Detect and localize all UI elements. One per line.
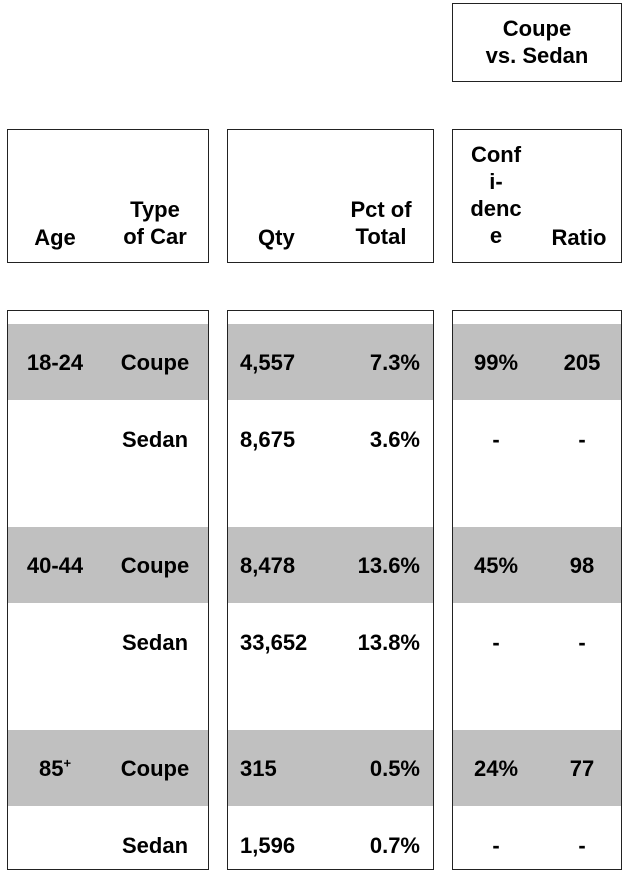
row-band xyxy=(453,324,621,400)
cell-confidence: 24% xyxy=(473,755,519,781)
cell-type: Sedan xyxy=(121,832,189,858)
column-header-pct-line-1: Pct of xyxy=(350,197,412,222)
header-box-left xyxy=(7,129,209,263)
group-header-line-1: Coupe xyxy=(502,16,572,41)
cell-pct: 0.7% xyxy=(369,832,420,858)
cell-pct: 0.5% xyxy=(369,755,420,781)
cell-pct: 13.8% xyxy=(357,629,420,655)
body-box-left xyxy=(7,310,209,870)
column-header-age: Age xyxy=(34,225,76,250)
row-band xyxy=(228,324,433,400)
column-header-type-line-2: of Car xyxy=(123,224,187,249)
column-header-type-line-1: Type xyxy=(130,197,180,222)
header-box-middle xyxy=(227,129,434,263)
cell-age: 85+ xyxy=(38,755,72,781)
cell-type: Sedan xyxy=(121,629,189,655)
row-band xyxy=(228,527,433,603)
cell-ratio: 98 xyxy=(569,552,595,578)
cell-confidence: 99% xyxy=(473,349,519,375)
cell-qty: 1,596 xyxy=(240,832,296,858)
cell-pct: 3.6% xyxy=(369,426,420,452)
column-header-confidence-line-2: i- xyxy=(489,169,503,194)
column-header-confidence-line-1: Conf xyxy=(470,142,522,167)
cell-ratio: - xyxy=(578,629,586,655)
row-band xyxy=(8,730,208,806)
cell-qty: 8,478 xyxy=(240,552,296,578)
cell-type: Coupe xyxy=(120,755,190,781)
row-band xyxy=(8,324,208,400)
group-header-line-2: vs. Sedan xyxy=(485,43,589,68)
cell-age: 18-24 xyxy=(26,349,84,375)
header-box-right xyxy=(452,129,622,263)
superscript-plus: + xyxy=(63,755,72,771)
cell-age: 40-44 xyxy=(26,552,84,578)
cell-qty: 4,557 xyxy=(240,349,296,375)
column-header-pct-line-2: Total xyxy=(355,224,407,249)
group-header: Coupe vs. Sedan xyxy=(452,15,622,69)
column-header-confidence-line-4: e xyxy=(489,223,503,248)
body-box-right xyxy=(452,310,622,870)
row-band xyxy=(8,527,208,603)
row-band xyxy=(453,527,621,603)
column-header-ratio: Ratio xyxy=(551,225,607,250)
cell-qty: 8,675 xyxy=(240,426,296,452)
cell-qty: 315 xyxy=(240,755,277,781)
row-band xyxy=(228,730,433,806)
cell-type: Coupe xyxy=(120,349,190,375)
cell-type: Coupe xyxy=(120,552,190,578)
cell-ratio: 205 xyxy=(563,349,601,375)
cell-pct: 7.3% xyxy=(369,349,420,375)
column-header-confidence-line-3: denc xyxy=(470,196,522,221)
column-header-pct: Pct of Total xyxy=(335,196,427,250)
body-box-middle xyxy=(227,310,434,870)
cell-ratio: - xyxy=(578,426,586,452)
cell-pct: 13.6% xyxy=(357,552,420,578)
column-header-type: Type of Car xyxy=(112,196,198,250)
cell-confidence: 45% xyxy=(473,552,519,578)
cell-confidence: - xyxy=(492,832,500,858)
column-header-confidence: Conf i- denc e xyxy=(458,141,534,249)
cell-confidence: - xyxy=(492,629,500,655)
cell-type: Sedan xyxy=(121,426,189,452)
column-header-qty: Qty xyxy=(258,225,295,250)
cell-confidence: - xyxy=(492,426,500,452)
cell-ratio: 77 xyxy=(569,755,595,781)
group-header-box xyxy=(452,3,622,82)
cell-qty: 33,652 xyxy=(240,629,308,655)
row-band xyxy=(453,730,621,806)
cell-ratio: - xyxy=(578,832,586,858)
